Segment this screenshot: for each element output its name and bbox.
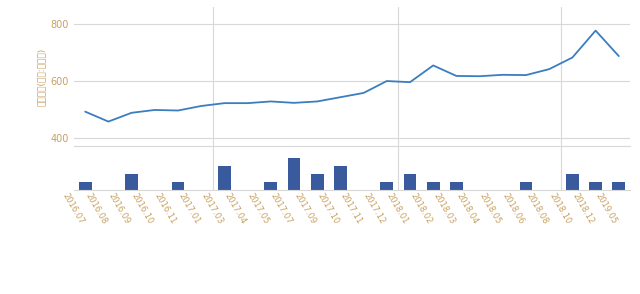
Bar [264,182,277,190]
Bar [404,174,417,190]
Bar [450,182,463,190]
Bar [612,182,625,190]
Bar [566,174,579,190]
Bar [380,182,393,190]
Bar [427,182,440,190]
Bar [334,166,347,190]
Bar [589,182,602,190]
Bar [79,182,92,190]
Bar [125,174,138,190]
Bar [287,158,300,190]
Bar [218,166,231,190]
Bar [311,174,324,190]
Bar [520,182,532,190]
Bar [172,182,184,190]
Y-axis label: 거래금액(단위:백만원): 거래금액(단위:백만원) [37,48,46,106]
